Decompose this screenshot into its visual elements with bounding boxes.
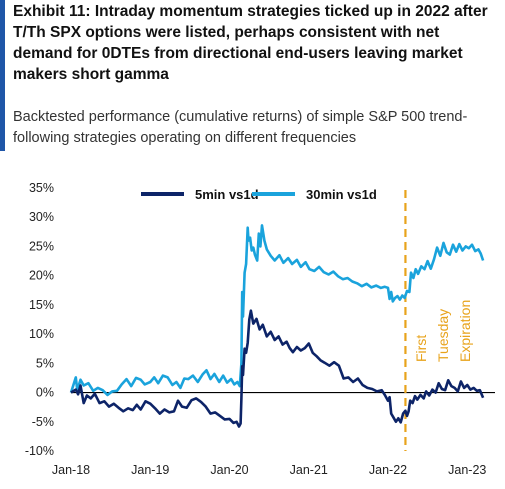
annotation-label: Expiration <box>457 300 473 362</box>
y-tick-label: 20% <box>29 269 54 283</box>
y-tick-label: 35% <box>29 181 54 195</box>
x-tick-label: Jan-19 <box>131 463 169 477</box>
series-line-30min-vs1d <box>69 224 485 397</box>
y-tick-label: 5% <box>36 356 54 370</box>
y-tick-label: 25% <box>29 239 54 253</box>
legend-label-5min-vs1d: 5min vs1d <box>195 187 259 202</box>
y-tick-label: -10% <box>25 444 54 458</box>
x-tick-label: Jan-18 <box>52 463 90 477</box>
y-tick-label: 0% <box>36 386 54 400</box>
series-line-5min-vs1d <box>70 309 485 428</box>
x-tick-label: Jan-20 <box>210 463 248 477</box>
title-accent-bar <box>0 0 5 151</box>
annotation-label: First <box>413 335 429 362</box>
y-tick-label: 30% <box>29 210 54 224</box>
y-tick-label: 15% <box>29 298 54 312</box>
x-tick-label: Jan-21 <box>290 463 328 477</box>
legend-label-30min-vs1d: 30min vs1d <box>306 187 377 202</box>
x-tick-label: Jan-23 <box>448 463 486 477</box>
y-tick-label: -5% <box>32 415 54 429</box>
y-tick-label: 10% <box>29 327 54 341</box>
chart-subtitle: Backtested performance (cumulative retur… <box>13 109 468 146</box>
x-tick-label: Jan-22 <box>369 463 407 477</box>
annotation-label: Tuesday <box>435 309 451 362</box>
chart-title: Exhibit 11: Intraday momentum strategies… <box>13 3 488 83</box>
